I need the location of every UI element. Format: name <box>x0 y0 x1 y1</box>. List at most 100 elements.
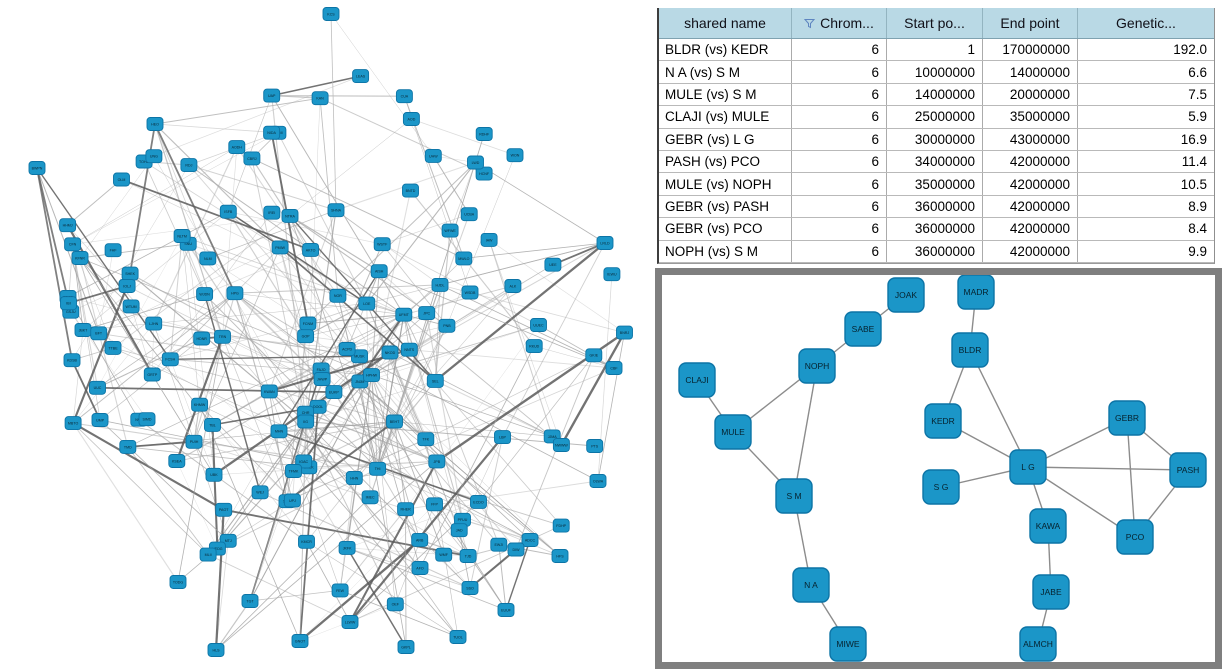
network-node-TODG[interactable]: TODG <box>169 575 187 589</box>
network-node-NNTS[interactable]: NNTS <box>400 342 418 357</box>
network-node-SIMD[interactable]: SIMD <box>138 412 156 427</box>
network-node-ADCC[interactable]: ADCC <box>521 533 539 547</box>
network-node-SSO[interactable]: SSO <box>461 581 479 595</box>
network-node-OEF[interactable]: OEF <box>386 597 404 612</box>
network-node-IBI[interactable]: IBI <box>60 296 77 311</box>
network-node-IMEC[interactable]: IMEC <box>361 490 379 505</box>
table-row[interactable]: GEBR (vs) PCO 6 36000000 42000000 8.4 <box>659 218 1214 241</box>
network-node-ISFB[interactable]: ISFB <box>219 204 237 219</box>
table-row[interactable]: NOPH (vs) S M 6 36000000 42000000 9.9 <box>659 240 1214 263</box>
network-node-JBKT[interactable]: JBKT <box>74 323 92 337</box>
network-node-UNG[interactable]: UNG <box>145 149 163 164</box>
network-node-TRN[interactable]: TRN <box>214 329 231 344</box>
network-node-WSTF[interactable]: WSTF <box>373 237 391 252</box>
network-node-KFNR[interactable]: KFNR <box>71 251 89 265</box>
network-node-LRLD[interactable]: LRLD <box>596 236 614 250</box>
table-row[interactable]: GEBR (vs) PASH 6 36000000 42000000 8.9 <box>659 195 1214 219</box>
network-node-THI[interactable]: THI <box>369 461 387 476</box>
column-header-shared-name[interactable]: shared name <box>659 8 792 38</box>
network-node-ECDO[interactable]: ECDO <box>470 494 487 509</box>
network-node-HPG[interactable]: HPG <box>226 286 244 301</box>
network-node-FCSH[interactable]: FCSH <box>161 352 179 367</box>
network-node-HFS[interactable]: HFS <box>551 549 569 563</box>
network-node-TMD[interactable]: TMD <box>119 439 137 454</box>
table-row[interactable]: CLAJI (vs) MULE 6 25000000 35000000 5.9 <box>659 106 1214 129</box>
network-node-UFMT[interactable]: UFMT <box>395 307 413 322</box>
network-node-HJDL[interactable]: HJDL <box>431 277 449 292</box>
network-node-AODH[interactable]: AODH <box>228 140 246 155</box>
network-node-FEW[interactable]: FEW <box>331 583 349 598</box>
network-node-OLWA[interactable]: OLWA <box>589 474 607 488</box>
network-node-WJDN[interactable]: WJDN <box>196 287 214 302</box>
network-node-NOPH[interactable]: NOPH <box>798 348 836 384</box>
network-node-KSEA[interactable]: KSEA <box>168 454 186 468</box>
network-node-LJHN[interactable]: LJHN <box>145 316 163 331</box>
network-node-RDJ[interactable]: RDJ <box>180 158 198 173</box>
network-node-UPJ[interactable]: UPJ <box>283 493 301 508</box>
network-node-TGT[interactable]: TGT <box>241 594 259 608</box>
network-node-LLWW[interactable]: LLWW <box>341 615 359 629</box>
network-node-HHMJ[interactable]: HHMJ <box>59 218 77 233</box>
network-node-KAN[interactable]: KAN <box>311 91 329 106</box>
network-node-WSDB[interactable]: WSDB <box>461 285 479 300</box>
network-node-IREI[interactable]: IREI <box>263 205 281 220</box>
network-node-GKPL[interactable]: GKPL <box>397 640 415 654</box>
network-node-NWWW[interactable]: NWWW <box>552 438 570 452</box>
network-node-MADR[interactable]: MADR <box>957 275 995 310</box>
network-node-JAD[interactable]: JAD <box>450 523 468 538</box>
network-node-HHN[interactable]: HHN <box>345 471 363 485</box>
network-node-TFK[interactable]: TFK <box>417 432 435 447</box>
network-node-SABE[interactable]: SABE <box>844 311 882 347</box>
network-node-SG[interactable]: S G <box>922 469 960 505</box>
network-node-PUIH[interactable]: PUIH <box>185 434 203 449</box>
network-node-KWAN[interactable]: KWAN <box>260 384 278 399</box>
network-node-AFO[interactable]: AFO <box>411 561 429 575</box>
network-node-GKIE[interactable]: GKIE <box>585 348 603 363</box>
network-node-WON[interactable]: WON <box>506 148 524 163</box>
network-node-KMCR[interactable]: KMCR <box>298 534 315 549</box>
network-node-WEJ[interactable]: WEJ <box>251 485 269 500</box>
column-header-chromosome[interactable]: Chrom... <box>792 8 887 38</box>
network-node-WMF[interactable]: WMF <box>435 547 453 562</box>
network-node-ACPD[interactable]: ACPD <box>338 342 356 356</box>
network-node-BEHT[interactable]: BEHT <box>386 414 403 429</box>
network-node-LEAS[interactable]: LEAS <box>352 69 370 84</box>
network-node-WFWE[interactable]: WFWE <box>441 223 459 238</box>
column-header-start-point[interactable]: Start po... <box>887 8 983 38</box>
network-node-OLM[interactable]: OLM <box>113 172 130 187</box>
network-node-LWD[interactable]: LWD <box>467 155 484 170</box>
network-node-CLAJI[interactable]: CLAJI <box>678 362 716 398</box>
network-node-ALK[interactable]: ALK <box>504 279 522 293</box>
network-node-FHF[interactable]: FHF <box>104 243 122 258</box>
network-node-GRTP[interactable]: GRTP <box>143 367 161 382</box>
network-node-JPB[interactable]: JPB <box>428 454 446 469</box>
network-node-KCS[interactable]: KCS <box>322 7 340 21</box>
network-node-HDNR[interactable]: HDNR <box>193 331 211 346</box>
network-node-JABE[interactable]: JABE <box>1032 574 1070 610</box>
network-node-CFN[interactable]: CFN <box>64 237 82 252</box>
network-node-JPC[interactable]: JPC <box>418 306 436 321</box>
network-node-SHEK[interactable]: SHEK <box>121 266 139 281</box>
network-node-IIG[interactable]: IIG <box>297 414 315 429</box>
network-node-SHNA[interactable]: SHNA <box>327 203 345 218</box>
network-node-EUUF[interactable]: EUUF <box>497 603 515 617</box>
network-node-AKTO[interactable]: AKTO <box>302 242 320 257</box>
network-node-IJMP[interactable]: IJMP <box>91 413 109 427</box>
network-node-BWPN[interactable]: BWPN <box>28 161 46 175</box>
network-node-MLII[interactable]: MLII <box>199 547 217 562</box>
small-network-canvas[interactable]: JOAK SABE NOPH CLAJI MULE S M N A MIWE MADR BLDR K… <box>662 275 1215 662</box>
table-row[interactable]: PASH (vs) PCO 6 34000000 42000000 11.4 <box>659 150 1214 174</box>
network-node-TFMK[interactable]: TFMK <box>285 464 302 478</box>
column-header-end-point[interactable]: End point <box>983 8 1078 38</box>
network-node-TJD[interactable]: TJD <box>459 549 477 563</box>
network-node-JHWP[interactable]: JHWP <box>313 372 331 386</box>
network-node-PMIW[interactable]: PMIW <box>271 240 289 255</box>
network-node-BLDR[interactable]: BLDR <box>951 332 989 368</box>
network-node-NKOD[interactable]: NKOD <box>381 345 399 360</box>
network-node-JOAK[interactable]: JOAK <box>887 277 925 313</box>
network-node-PCO[interactable]: PCO <box>1116 519 1154 555</box>
network-node-TTBE[interactable]: TTBE <box>104 340 122 355</box>
network-node-KEDR[interactable]: KEDR <box>924 403 962 439</box>
network-node-BNRJ[interactable]: BNRJ <box>616 325 633 340</box>
network-node-CBF[interactable]: CBF <box>605 361 623 375</box>
